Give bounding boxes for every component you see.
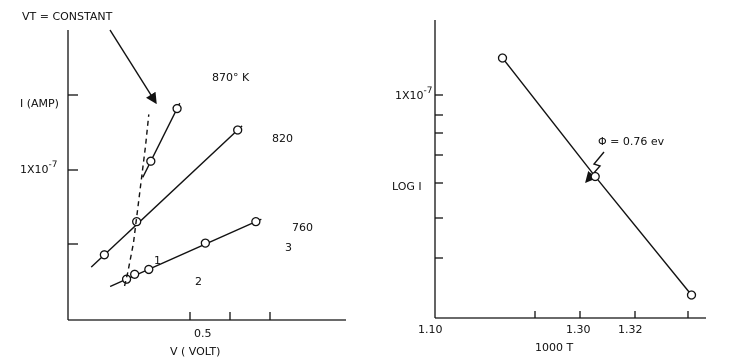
data-point [172,103,182,114]
right-x-axis-label: 1000 T [535,341,573,354]
right-y-tick-label: 1X10-7 [395,86,433,102]
left-x-tick-label: 0.5 [194,327,212,340]
right-x-tick-label-3: 1.32 [618,323,643,336]
data-point [200,238,211,248]
work-function-annotation: Φ = 0.76 ev [598,135,665,148]
point-label-3: 3 [285,241,292,254]
series-label-760: 760 [292,221,313,234]
right-y-axis-label: LOG I [392,180,422,193]
data-point [686,290,697,300]
left-y-tick-label: 1X10-7 [20,160,58,176]
data-point [144,264,154,275]
data-point [130,269,140,279]
point-label-1: 1 [154,254,161,267]
left-chart: I (AMP) 1X10-7 0.5 V ( VOLT) VT = CONSTA… [20,10,346,358]
left-y-axis-label: I (AMP) [20,97,59,110]
point-label-2: 2 [195,275,202,288]
right-x-tick-label-2: 1.30 [566,323,591,336]
series-label-820: 820 [272,132,293,145]
left-chart-marks [90,102,262,288]
vt-constant-curve [123,114,150,287]
right-chart: 1X10-7 LOG I 1.10 1.30 1.32 1000 T Φ = 0… [392,20,706,354]
data-point [251,216,261,227]
data-point [497,53,508,63]
series-line-1 [90,125,243,268]
right-x-tick-label-1: 1.10 [418,323,443,336]
data-point [99,250,110,260]
left-x-axis-label: V ( VOLT) [170,345,220,358]
data-point [233,125,243,135]
data-point [590,171,600,182]
vt-constant-annotation: VT = CONSTANT [22,10,113,23]
right-chart-marks [497,53,697,300]
series-line-0 [142,102,181,178]
series-label-870: 870° K [212,71,250,84]
annotation-arrow [109,29,157,105]
data-point [146,156,156,166]
